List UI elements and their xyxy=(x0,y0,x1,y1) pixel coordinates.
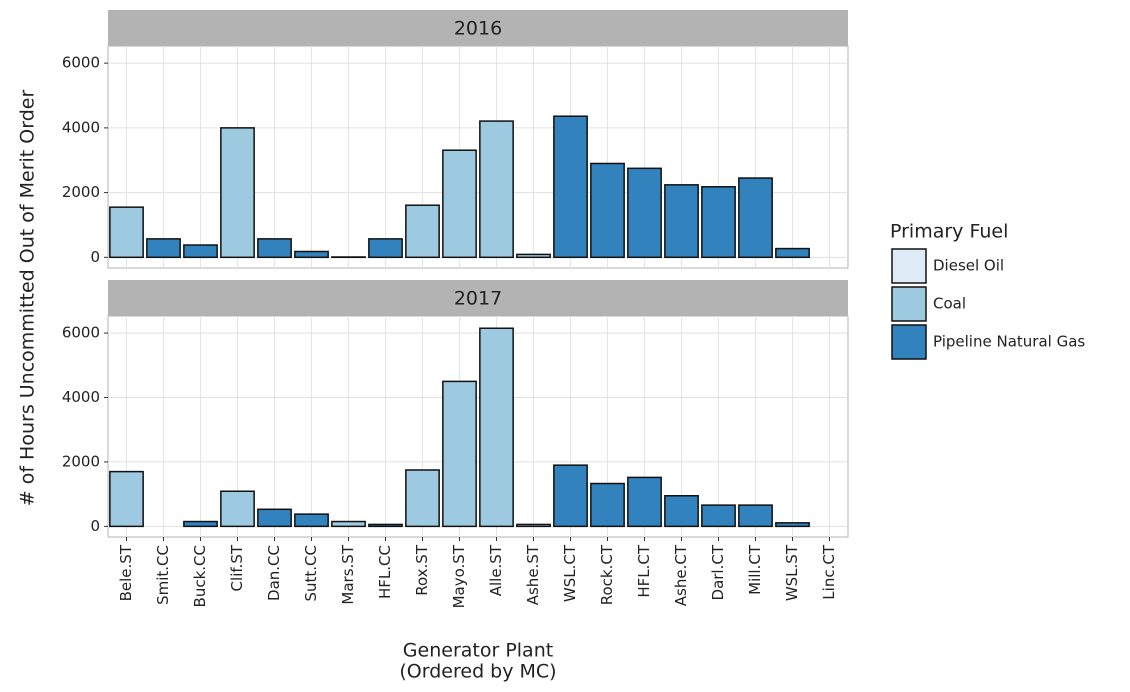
bar xyxy=(665,496,698,527)
bar xyxy=(554,465,587,526)
bar xyxy=(184,522,217,527)
x-tick-label: Dan.CC xyxy=(265,545,283,601)
bar xyxy=(110,472,143,527)
x-tick-label: Mill.CT xyxy=(746,544,764,595)
x-axis-label: (Ordered by MC) xyxy=(399,661,556,683)
bar xyxy=(702,187,735,258)
x-tick-label: HFL.CC xyxy=(376,545,394,599)
x-tick-label: Clif.ST xyxy=(228,544,246,591)
x-tick-label: Mayo.ST xyxy=(450,544,468,608)
bar xyxy=(295,514,328,526)
bar xyxy=(110,207,143,257)
bar xyxy=(406,205,439,257)
bar xyxy=(628,477,661,526)
bar xyxy=(739,178,772,257)
y-tick-label: 0 xyxy=(90,517,100,535)
bar xyxy=(443,150,476,257)
legend-label: Diesel Oil xyxy=(933,257,1004,275)
x-tick-label: Rock.CT xyxy=(598,544,616,605)
bar xyxy=(369,524,402,526)
panel xyxy=(108,316,848,537)
legend-title: Primary Fuel xyxy=(890,221,1008,243)
x-tick-label: Ashe.CT xyxy=(672,544,690,606)
bar xyxy=(480,121,513,257)
x-tick-label: Sutt.CC xyxy=(302,545,320,602)
x-tick-label: Ashe.ST xyxy=(524,544,542,605)
x-tick-label: Darl.CT xyxy=(709,544,727,600)
bar xyxy=(258,239,291,257)
y-tick-label: 4000 xyxy=(62,118,100,136)
bar xyxy=(295,251,328,257)
bar xyxy=(480,328,513,526)
strip-label: 2016 xyxy=(454,18,502,40)
bar xyxy=(776,523,809,527)
bar xyxy=(665,185,698,257)
bar xyxy=(591,484,624,527)
x-tick-label: Rox.ST xyxy=(413,544,431,596)
y-tick-label: 2000 xyxy=(62,183,100,201)
legend-swatch xyxy=(892,287,926,321)
bar xyxy=(332,522,365,527)
y-tick-label: 6000 xyxy=(62,54,100,72)
legend-label: Coal xyxy=(933,295,966,313)
bar xyxy=(258,509,291,526)
x-tick-label: Linc.CT xyxy=(820,544,838,600)
bar xyxy=(739,505,772,526)
bar xyxy=(702,505,735,526)
bar xyxy=(406,470,439,526)
y-tick-label: 2000 xyxy=(62,452,100,470)
bar xyxy=(221,491,254,526)
x-tick-label: Buck.CC xyxy=(191,545,209,607)
bar xyxy=(628,168,661,257)
bar xyxy=(147,239,180,257)
x-tick-label: Alle.ST xyxy=(487,544,505,596)
x-tick-label: HFL.CT xyxy=(635,544,653,598)
bar xyxy=(369,239,402,257)
x-tick-label: Mars.ST xyxy=(339,544,357,604)
bar xyxy=(221,128,254,257)
panel xyxy=(108,46,848,268)
bar xyxy=(517,254,550,257)
bar xyxy=(554,116,587,257)
x-tick-label: Smit.CC xyxy=(154,545,172,605)
x-tick-label: WSL.ST xyxy=(783,544,801,601)
y-tick-label: 4000 xyxy=(62,388,100,406)
legend-label: Pipeline Natural Gas xyxy=(933,333,1085,351)
y-axis-label: # of Hours Uncommitted Out of Merit Orde… xyxy=(17,90,39,507)
bar xyxy=(776,249,809,258)
bar xyxy=(184,245,217,257)
bar xyxy=(591,163,624,257)
bar xyxy=(443,381,476,526)
legend-swatch xyxy=(892,325,926,359)
x-tick-label: WSL.CT xyxy=(561,544,579,602)
legend-swatch xyxy=(892,249,926,283)
bar xyxy=(517,524,550,526)
y-tick-label: 6000 xyxy=(62,324,100,342)
y-tick-label: 0 xyxy=(90,248,100,266)
x-axis-label: Generator Plant xyxy=(403,640,553,662)
x-tick-label: Bele.ST xyxy=(117,544,135,601)
strip-label: 2017 xyxy=(454,288,502,310)
